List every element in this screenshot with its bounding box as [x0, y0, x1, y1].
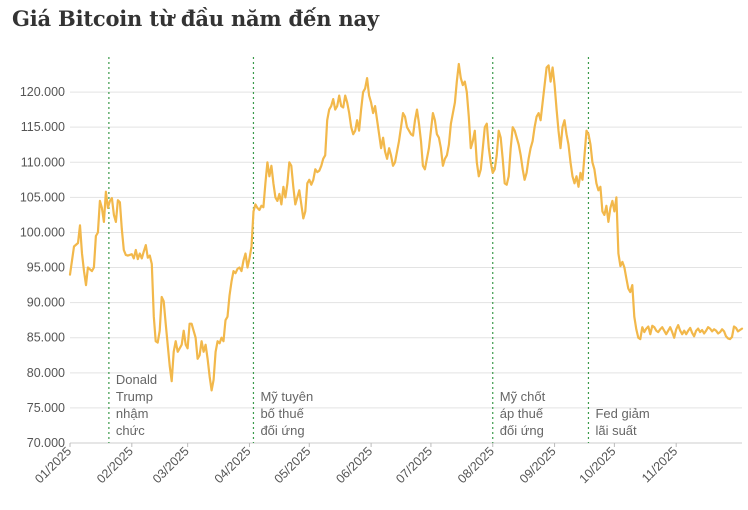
series-layer	[68, 62, 744, 392]
x-tick-label: 07/2025	[393, 444, 435, 486]
event-annotation-text: Mỹ tuyên	[260, 389, 313, 404]
y-tick-label: 80.000	[27, 366, 65, 380]
x-tick-label: 02/2025	[94, 444, 136, 486]
event-annotation-text: bố thuế	[260, 406, 304, 421]
y-tick-label: 110.000	[21, 155, 65, 169]
y-tick-label: 100.000	[20, 225, 65, 239]
event-annotation-text: chức	[116, 423, 145, 438]
x-tick-label: 03/2025	[150, 444, 192, 486]
event-annotation-text: đối ứng	[260, 423, 304, 438]
x-tick-label: 01/2025	[32, 444, 74, 486]
annotation-layer: Donald Trump nhậm chức Mỹ tuyên bố thuế đối ứn…	[108, 57, 650, 443]
x-tick-label: 10/2025	[577, 444, 619, 486]
event-annotation-text: Fed giảm	[595, 406, 649, 421]
event-annotation-text: Mỹ chốt	[500, 389, 546, 404]
event-annotation-text: Trump	[116, 389, 153, 404]
event-annotation-text: áp thuế	[500, 406, 544, 421]
x-tick-label: 06/2025	[333, 444, 375, 486]
y-tick-label: 75.000	[27, 401, 65, 415]
event-annotation-text: lãi suất	[595, 423, 637, 438]
bitcoin-price-line	[68, 62, 744, 392]
x-tick-label: 08/2025	[455, 444, 497, 486]
y-tick-label: 95.000	[27, 261, 65, 275]
event-annotation-text: Donald	[116, 372, 157, 387]
chart-title: Giá Bitcoin từ đầu năm đến nay	[12, 6, 379, 31]
x-tick-label: 05/2025	[272, 444, 314, 486]
x-tick-label: 04/2025	[212, 444, 254, 486]
event-annotation-text: nhậm	[116, 406, 149, 421]
grid-layer	[70, 91, 742, 409]
y-tick-label: 120.000	[20, 85, 65, 99]
y-tick-label: 70.000	[27, 436, 65, 450]
y-tick-label: 105.000	[20, 190, 65, 204]
x-tick-label: 09/2025	[517, 444, 559, 486]
x-tick-label: 11/2025	[639, 444, 680, 485]
y-tick-label: 85.000	[27, 331, 65, 345]
y-tick-label: 115.000	[21, 120, 65, 134]
event-annotation-text: đối ứng	[500, 423, 544, 438]
y-tick-label: 90.000	[27, 296, 65, 310]
